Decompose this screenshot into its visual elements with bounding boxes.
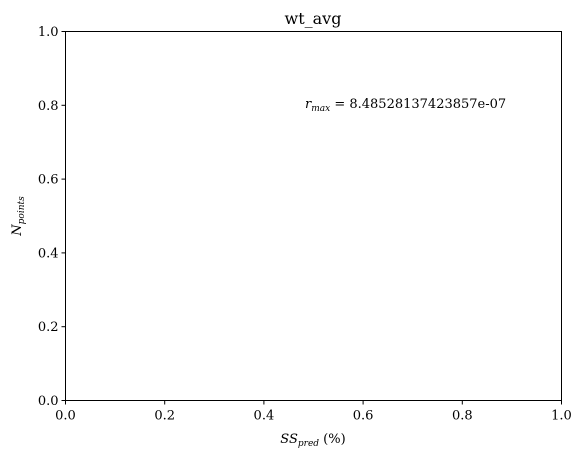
x-tick-label: 0.6	[353, 409, 374, 424]
x-axis-label-base: SS	[280, 432, 298, 447]
annotation-rmax: rmax = 8.48528137423857e-07	[305, 97, 506, 114]
x-tick-label: 1.0	[551, 409, 572, 424]
x-tick-label: 0.2	[154, 409, 175, 424]
y-axis-ticks: 0.0 0.2 0.4 0.6 0.8 1.0	[38, 25, 66, 409]
x-tick-label: 0.0	[55, 409, 76, 424]
annotation-value: = 8.48528137423857e-07	[330, 97, 506, 112]
y-tick-label: 0.2	[38, 320, 59, 335]
y-tick-label: 0.6	[38, 173, 59, 188]
x-axis-label: SSpred (%)	[280, 432, 345, 449]
x-axis-ticks: 0.0 0.2 0.4 0.6 0.8 1.0	[55, 400, 572, 424]
y-tick-label: 0.8	[38, 99, 59, 114]
plot-area-frame	[65, 31, 562, 401]
x-tick-label: 0.4	[254, 409, 275, 424]
y-axis-label-base: N	[10, 224, 25, 237]
y-tick-label: 0.0	[38, 394, 59, 409]
x-axis-label-suffix: (%)	[319, 432, 346, 447]
annotation-symbol: r	[305, 97, 312, 112]
y-tick-label: 1.0	[38, 25, 59, 40]
x-tick-label: 0.8	[452, 409, 473, 424]
y-axis-label: Npoints	[10, 196, 27, 237]
x-axis-label-sub: pred	[298, 439, 319, 449]
y-tick-label: 0.4	[38, 246, 59, 261]
y-axis-label-sub: points	[17, 196, 27, 224]
annotation-subscript: max	[311, 104, 330, 114]
chart-title: wt_avg	[285, 9, 342, 28]
